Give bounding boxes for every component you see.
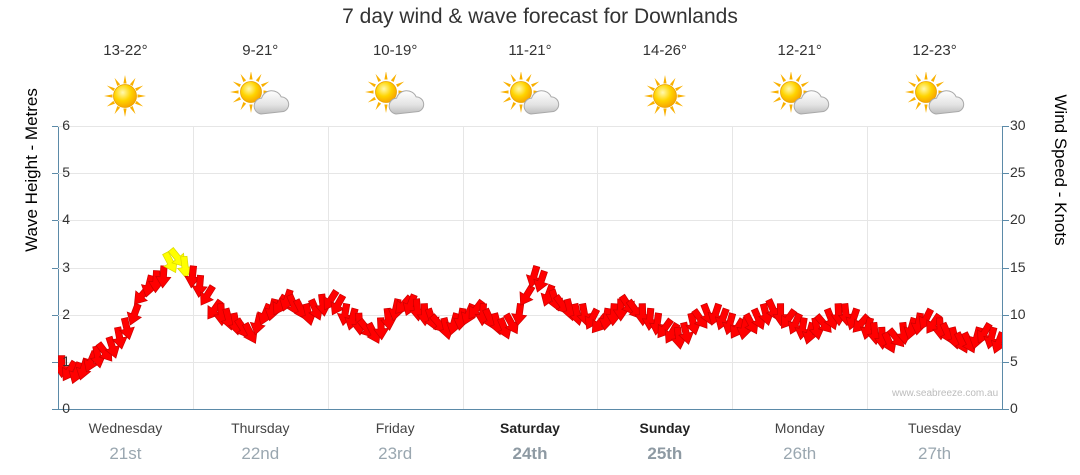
watermark: www.seabreeze.com.au xyxy=(892,388,999,399)
day-name-label: Tuesday xyxy=(907,420,962,436)
y-tickmark-right xyxy=(1003,409,1009,410)
day-separator xyxy=(328,126,329,409)
y-tickmark-right xyxy=(1003,314,1009,316)
day-temperature-label: 14-26° xyxy=(642,42,688,59)
partly-cloudy-icon xyxy=(225,71,295,120)
day-separator xyxy=(463,126,464,409)
gridline xyxy=(58,267,1002,269)
gridline xyxy=(58,314,1002,316)
axis-line-right xyxy=(1002,126,1003,409)
y-tick-left: 1 xyxy=(62,352,70,369)
sunny-icon xyxy=(630,72,700,120)
day-name-label: Saturday xyxy=(500,420,560,436)
y-tickmark-left xyxy=(52,267,58,269)
gridline xyxy=(58,361,1002,363)
y-tickmark-right xyxy=(1003,126,1009,127)
wind-arrow-layer xyxy=(58,247,1002,385)
y-tick-left: 3 xyxy=(62,258,70,275)
y-tick-left: 4 xyxy=(62,211,70,228)
partly-cloudy-icon xyxy=(495,71,565,120)
day-temperature-label: 12-21° xyxy=(777,42,822,59)
day-temperature-label: 12-23° xyxy=(912,42,957,59)
y-tick-right: 0 xyxy=(1010,400,1018,416)
day-date-label: 26th xyxy=(783,444,817,463)
day-name-label: Friday xyxy=(375,420,415,436)
y-tickmark-right xyxy=(1003,173,1009,175)
y-tick-right: 10 xyxy=(1010,305,1026,322)
day-separator xyxy=(732,126,733,409)
y-tick-right: 25 xyxy=(1010,164,1026,181)
y-tickmark-left xyxy=(52,361,58,363)
y-tick-right: 15 xyxy=(1010,258,1026,275)
y-tickmark-left xyxy=(52,173,58,175)
day-date-label: 24th xyxy=(512,444,548,463)
day-name-label: Thursday xyxy=(231,420,290,436)
y-tick-right: 30 xyxy=(1010,117,1026,133)
day-temperature-label: 11-21° xyxy=(508,42,552,59)
page-title: 7 day wind & wave forecast for Downlands xyxy=(342,5,738,28)
day-date-label: 21st xyxy=(109,444,142,463)
y-tick-left: 0 xyxy=(62,400,70,416)
day-temperature-label: 10-19° xyxy=(372,42,418,59)
gridline xyxy=(58,220,1002,222)
y-tickmark-left xyxy=(52,220,58,222)
y-tick-right: 20 xyxy=(1010,211,1026,228)
day-temperature-label: 13-22° xyxy=(103,42,148,59)
y-tickmark-left xyxy=(52,409,58,410)
y-tickmark-right xyxy=(1003,361,1009,363)
day-date-label: 23rd xyxy=(378,444,413,463)
day-separator xyxy=(867,126,868,409)
y-tickmark-right xyxy=(1003,220,1009,222)
gridline xyxy=(58,173,1002,175)
day-name-label: Sunday xyxy=(639,420,691,436)
day-date-label: 25th xyxy=(647,444,683,463)
day-temperature-label: 9-21° xyxy=(242,42,279,59)
y-tick-left: 2 xyxy=(62,305,70,322)
sunny-icon xyxy=(90,72,160,120)
day-name-label: Wednesday xyxy=(88,420,163,436)
day-date-label: 27th xyxy=(918,444,952,463)
partly-cloudy-icon xyxy=(765,71,835,120)
y-tick-left: 6 xyxy=(62,117,70,133)
plot-area xyxy=(58,126,1002,409)
y-tickmark-left xyxy=(52,314,58,316)
day-date-label: 22nd xyxy=(241,444,280,463)
y-tickmark-right xyxy=(1003,267,1009,269)
axis-line-bottom xyxy=(58,409,1003,410)
day-name-label: Monday xyxy=(774,420,825,436)
y-tick-left: 5 xyxy=(62,164,70,181)
y-axis-right-label: Wind Speed - Knots xyxy=(1051,94,1070,246)
day-separator xyxy=(597,126,598,409)
y-tick-right: 5 xyxy=(1010,352,1018,369)
partly-cloudy-icon xyxy=(900,71,970,120)
y-tickmark-left xyxy=(52,126,58,127)
gridline xyxy=(58,126,1002,127)
partly-cloudy-icon xyxy=(360,71,430,120)
